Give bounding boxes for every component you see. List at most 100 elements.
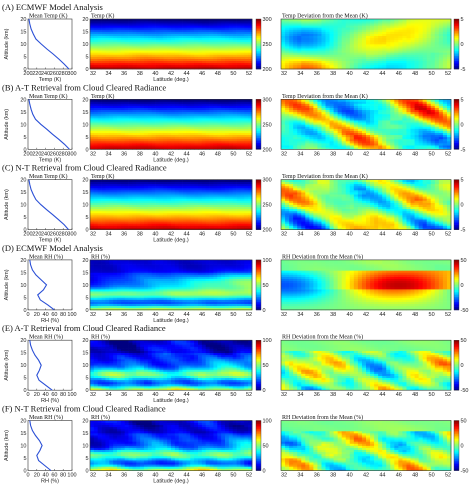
field-cell: [178, 221, 183, 224]
field-cell: [144, 46, 149, 49]
field-cell: [90, 221, 95, 224]
deviation-cell: [430, 39, 436, 43]
field-ytick-label: 10: [82, 42, 88, 48]
deviation-cell: [313, 21, 318, 24]
deviation-cell: [418, 39, 424, 43]
field-colorbar-label: 200: [263, 67, 272, 73]
deviation-cell: [297, 132, 302, 136]
field-cell: [128, 58, 133, 62]
deviation-cell: [366, 39, 371, 43]
field-cell: [93, 107, 99, 111]
deviation-cell: [414, 105, 419, 108]
deviation-cell: [361, 140, 367, 144]
field-cell: [136, 181, 141, 185]
field-cell: [93, 19, 99, 22]
field-cell: [132, 204, 137, 208]
field-cell: [163, 50, 168, 53]
field-cell: [174, 130, 180, 133]
deviation-cell: [386, 128, 391, 131]
deviation-cell: [285, 145, 290, 148]
field-cell: [105, 21, 110, 24]
field-cell: [144, 181, 149, 185]
field-cell: [128, 138, 133, 142]
deviation-cell: [414, 126, 419, 129]
deviation-cell: [313, 115, 318, 119]
field-cell: [190, 194, 195, 197]
field-cell: [163, 122, 168, 125]
field-cell: [163, 215, 168, 218]
field-cell: [182, 60, 187, 64]
deviation-cell: [402, 35, 407, 39]
deviation-cell: [434, 138, 440, 142]
deviation-cell: [345, 132, 351, 136]
deviation-cell: [434, 134, 440, 138]
field-cell: [163, 52, 168, 55]
field-cell: [186, 29, 191, 32]
field-cell: [159, 200, 164, 203]
field-cell: [117, 46, 122, 49]
field-cell: [240, 54, 245, 57]
field-cell: [167, 219, 172, 222]
deviation-cell: [394, 118, 399, 121]
deviation-cell: [370, 101, 375, 104]
deviation-cell: [325, 19, 330, 22]
deviation-cell: [398, 62, 403, 66]
field-cell: [201, 103, 207, 106]
field-cell: [120, 136, 126, 140]
deviation-cell: [422, 41, 428, 45]
field-cell: [120, 187, 126, 191]
deviation-cell: [289, 66, 294, 70]
field-cell: [144, 113, 149, 117]
field-cell: [163, 115, 168, 119]
field-cell: [178, 29, 183, 32]
deviation-cell: [329, 23, 334, 26]
deviation-cell: [414, 124, 419, 127]
deviation-cell: [289, 27, 294, 30]
field-cell: [186, 58, 191, 62]
deviation-cell: [386, 37, 391, 41]
field-cell: [117, 50, 122, 53]
profile-xtick-label: 280: [59, 151, 68, 157]
deviation-cell: [382, 128, 387, 131]
field-cell: [144, 60, 149, 64]
deviation-cell: [317, 130, 322, 133]
field-cell: [217, 103, 222, 106]
field-cell: [163, 204, 168, 208]
deviation-cell: [285, 39, 290, 43]
deviation-cell: [341, 31, 347, 34]
field-cell: [205, 103, 210, 106]
deviation-cell: [410, 122, 415, 125]
deviation-cell: [349, 19, 355, 22]
field-cell: [147, 215, 153, 218]
field-cell: [120, 27, 126, 30]
deviation-cell: [378, 48, 383, 51]
deviation-cell: [378, 60, 383, 64]
deviation-cell: [305, 113, 310, 117]
field-cell: [171, 219, 176, 222]
field-cell: [240, 35, 245, 39]
field-cell: [128, 221, 133, 224]
deviation-cell: [357, 134, 363, 138]
field-colorbar-cell: [256, 104, 261, 107]
field-cell: [151, 187, 156, 191]
deviation-cell: [430, 31, 436, 34]
deviation-cell: [301, 41, 306, 45]
deviation-cell: [438, 99, 444, 102]
field-cell: [232, 33, 237, 37]
field-cell: [117, 194, 122, 197]
field-cell: [228, 124, 234, 127]
field-cell: [205, 23, 210, 26]
deviation-cell: [370, 147, 375, 150]
field-cell: [205, 33, 210, 37]
deviation-cell: [378, 54, 383, 57]
profile-xtick-label: 220: [32, 232, 41, 238]
field-cell: [190, 120, 195, 123]
field-cell: [144, 128, 149, 131]
deviation-cell: [285, 66, 290, 70]
field-cell: [90, 138, 95, 142]
deviation-cell: [317, 109, 322, 113]
field-cell: [117, 196, 122, 199]
deviation-cell: [402, 64, 407, 68]
field-cell: [113, 221, 118, 224]
deviation-frame: [280, 18, 452, 70]
